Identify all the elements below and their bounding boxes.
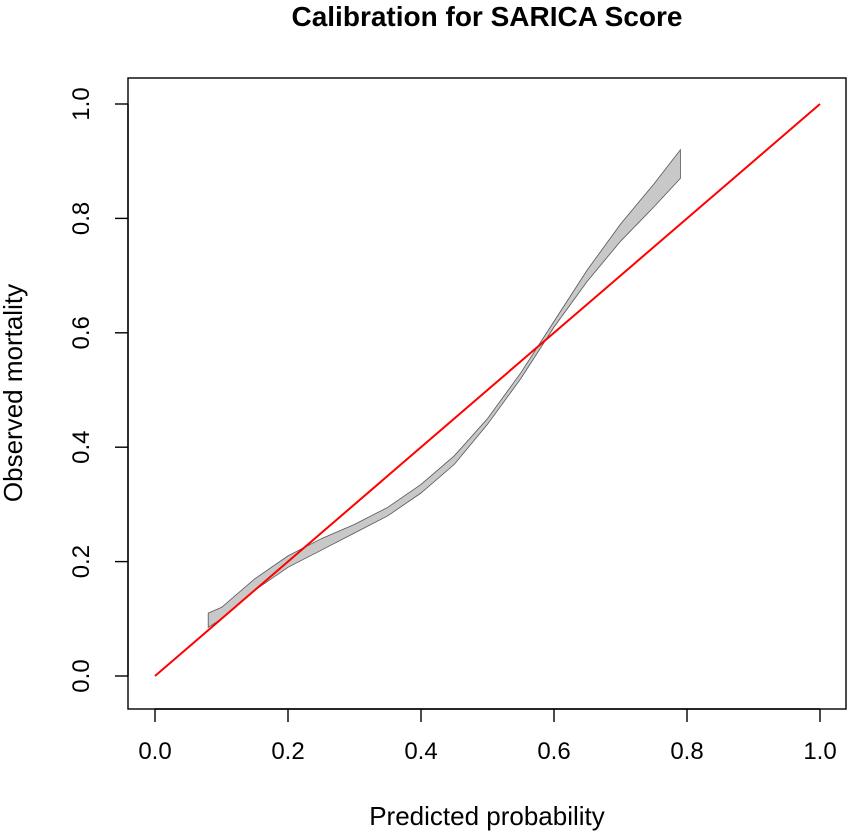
- x-tick-label: 1.0: [803, 738, 836, 765]
- y-tick-label: 0.8: [68, 202, 95, 235]
- y-tick-label: 0.4: [68, 431, 95, 464]
- reference-line-layer: [154, 103, 821, 677]
- reference-diagonal-line: [154, 103, 821, 677]
- x-tick-label: 0.4: [404, 738, 437, 765]
- confidence-band: [207, 148, 681, 629]
- x-axis: 0.0 0.2 0.4 0.6 0.8 1.0: [138, 708, 837, 765]
- y-axis: 0.0 0.2 0.4 0.6 0.8 1.0: [68, 87, 129, 693]
- y-tick-label: 0.6: [68, 316, 95, 349]
- y-axis-label: Observed mortality: [0, 284, 28, 502]
- y-tick-label: 0.0: [68, 659, 95, 692]
- y-tick-label: 0.2: [68, 545, 95, 578]
- x-axis-label: Predicted probability: [369, 801, 605, 831]
- plot-frame: [127, 77, 847, 710]
- chart-title: Calibration for SARICA Score: [291, 1, 682, 32]
- x-tick-label: 0.0: [138, 738, 171, 765]
- x-tick-label: 0.2: [271, 738, 304, 765]
- x-tick-label: 0.8: [670, 738, 703, 765]
- confidence-band-layer: [207, 148, 681, 629]
- x-tick-label: 0.6: [537, 738, 570, 765]
- y-tick-label: 1.0: [68, 87, 95, 120]
